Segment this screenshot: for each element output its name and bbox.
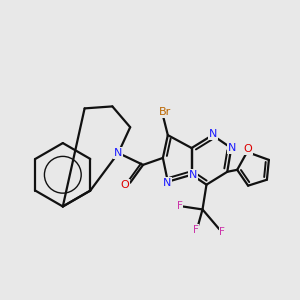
Text: N: N (114, 148, 122, 158)
Text: N: N (188, 170, 197, 180)
Text: F: F (177, 202, 183, 212)
Text: Br: Br (159, 107, 171, 117)
Text: O: O (244, 144, 253, 154)
Text: F: F (193, 225, 199, 235)
Text: N: N (163, 178, 171, 188)
Text: F: F (219, 227, 225, 237)
Text: N: N (209, 129, 218, 139)
Text: N: N (228, 143, 236, 153)
Text: O: O (121, 180, 130, 190)
